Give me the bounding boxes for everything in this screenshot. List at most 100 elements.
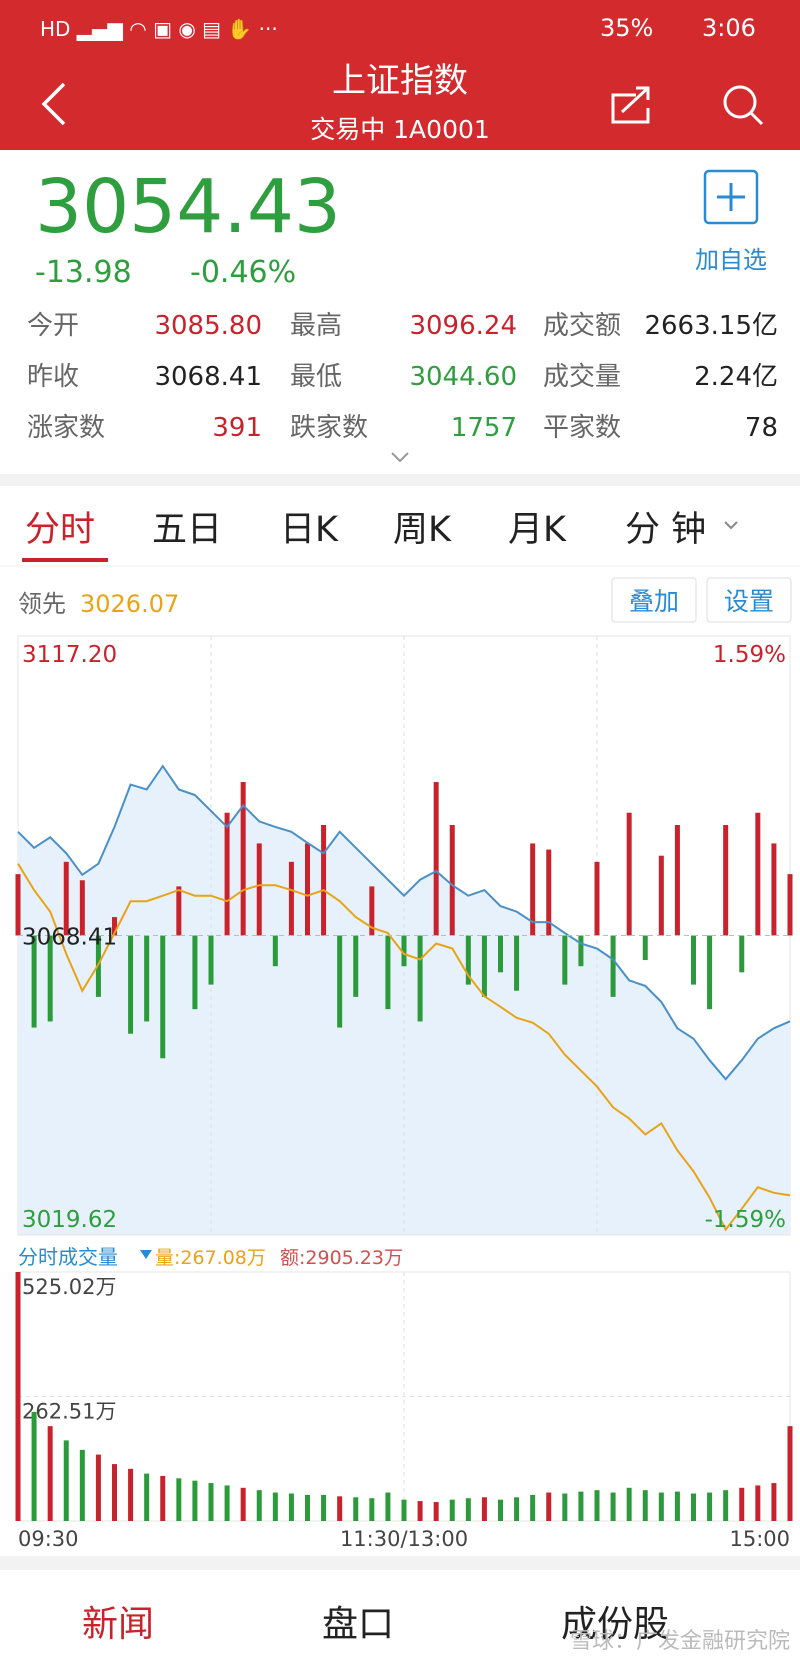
strength-bar (15, 874, 21, 936)
stat-label: 平家数 (543, 413, 621, 443)
strength-bar (79, 880, 85, 936)
volume-bar (530, 1494, 536, 1521)
strength-bar (401, 935, 407, 967)
volume-bar (658, 1492, 664, 1521)
strength-bar (353, 935, 359, 997)
expand[interactable] (391, 452, 409, 463)
add-watchlist[interactable]: 加自选 (695, 169, 767, 274)
strength-bar (610, 935, 616, 997)
stat-value: 391 (212, 413, 262, 443)
legend-lead-value: 3026.07 (80, 590, 179, 618)
volume-bar (723, 1490, 729, 1521)
strength-bar (787, 874, 793, 936)
button[interactable]: 叠加 (629, 587, 679, 616)
volume-title: 分时成交量 (18, 1245, 118, 1269)
strength-bar (240, 782, 246, 936)
stat-value: 78 (745, 413, 778, 443)
volume-bar (369, 1498, 375, 1521)
stat-value: 3044.60 (409, 362, 517, 392)
button-bg[interactable] (611, 577, 697, 623)
back-button[interactable] (41, 82, 66, 126)
volume-bar (112, 1464, 117, 1521)
strength-bar (530, 843, 536, 936)
volume-bar (401, 1499, 407, 1521)
strength-bar (691, 935, 696, 985)
tab[interactable]: 五日 (152, 510, 222, 550)
strength-bar (755, 812, 761, 936)
strength-bar (337, 935, 343, 1028)
x-tick-label: 09:30 (18, 1527, 79, 1551)
volume-bar (691, 1493, 696, 1521)
share-button[interactable] (611, 86, 650, 124)
change: -13.98 (35, 255, 132, 290)
volume-bar (256, 1490, 262, 1521)
tab[interactable]: 周K (393, 510, 452, 550)
tab[interactable]: 分 钟 (625, 510, 706, 550)
volume-bar (674, 1491, 680, 1521)
stat-value: 2.24亿 (694, 362, 778, 392)
clock: 3:06 (702, 14, 756, 42)
volume-bar (15, 1272, 21, 1521)
volume-bar (176, 1478, 182, 1521)
strength-bar (433, 782, 439, 936)
volume-bar (305, 1494, 310, 1521)
volume-bar (337, 1496, 343, 1521)
volume-bar (514, 1497, 520, 1521)
nav-item[interactable]: 新闻 (82, 1604, 154, 1645)
volume-bar (160, 1475, 166, 1521)
strength-bar (160, 935, 166, 1059)
nav-item[interactable]: 成份股 (561, 1604, 669, 1645)
y-tick-label: 3117.20 (22, 642, 117, 668)
tab[interactable]: 月K (508, 510, 567, 550)
strength-bar (192, 935, 198, 1010)
volume-bar (385, 1492, 391, 1521)
stat-value: 3096.24 (409, 311, 517, 341)
price-line (17, 863, 791, 1232)
strength-bar (417, 935, 423, 1022)
price-line (17, 764, 791, 1081)
strength-bar (144, 935, 150, 1022)
stat-label: 昨收 (27, 362, 79, 392)
strength-bar (31, 935, 37, 1028)
x-tick-label: 11:30/13:00 (340, 1527, 468, 1551)
strength-bar (481, 935, 487, 997)
volume-bar (562, 1493, 568, 1521)
legend-lead: 领先 (18, 590, 66, 618)
stat-value: 1757 (451, 413, 517, 443)
volume-bar (192, 1480, 198, 1521)
volume-bar (272, 1492, 278, 1521)
volume-amount: 量:267.08万 (155, 1247, 266, 1269)
stat-label: 成交量 (543, 362, 621, 392)
nav-item[interactable]: 盘口 (322, 1604, 394, 1645)
strength-bar (449, 825, 455, 936)
header-bg (0, 0, 800, 150)
strength-bar (707, 935, 713, 1010)
subtitle: 交易中 1A0001 (310, 115, 490, 144)
stat-label: 最高 (290, 311, 342, 341)
pct-label: 1.59% (713, 642, 786, 668)
search-button[interactable] (723, 85, 764, 126)
tab[interactable]: 日K (280, 510, 339, 550)
strength-bar (498, 935, 503, 973)
button-bg[interactable] (706, 577, 792, 623)
strength-bar (288, 861, 294, 936)
button[interactable]: 设置 (724, 587, 774, 616)
volume-bar (626, 1487, 632, 1521)
tab-underline (22, 558, 108, 562)
volume-bar (208, 1483, 214, 1521)
title: 上证指数 (332, 61, 468, 101)
stat-label: 今开 (27, 311, 79, 341)
strength-bar (63, 861, 69, 936)
volume-bar (755, 1485, 761, 1521)
strength-bar (723, 825, 729, 936)
watermark: 雪球：广发金融研究院 (570, 1629, 790, 1654)
strength-bar (112, 917, 117, 936)
strength-bar (578, 935, 584, 967)
volume-bar (144, 1473, 150, 1521)
tab[interactable]: 分时 (25, 510, 95, 550)
strength-bar (771, 843, 777, 936)
strength-bar (626, 812, 632, 936)
strength-bar (224, 812, 230, 936)
volume-bar (240, 1487, 246, 1521)
volume-bar (95, 1454, 101, 1521)
